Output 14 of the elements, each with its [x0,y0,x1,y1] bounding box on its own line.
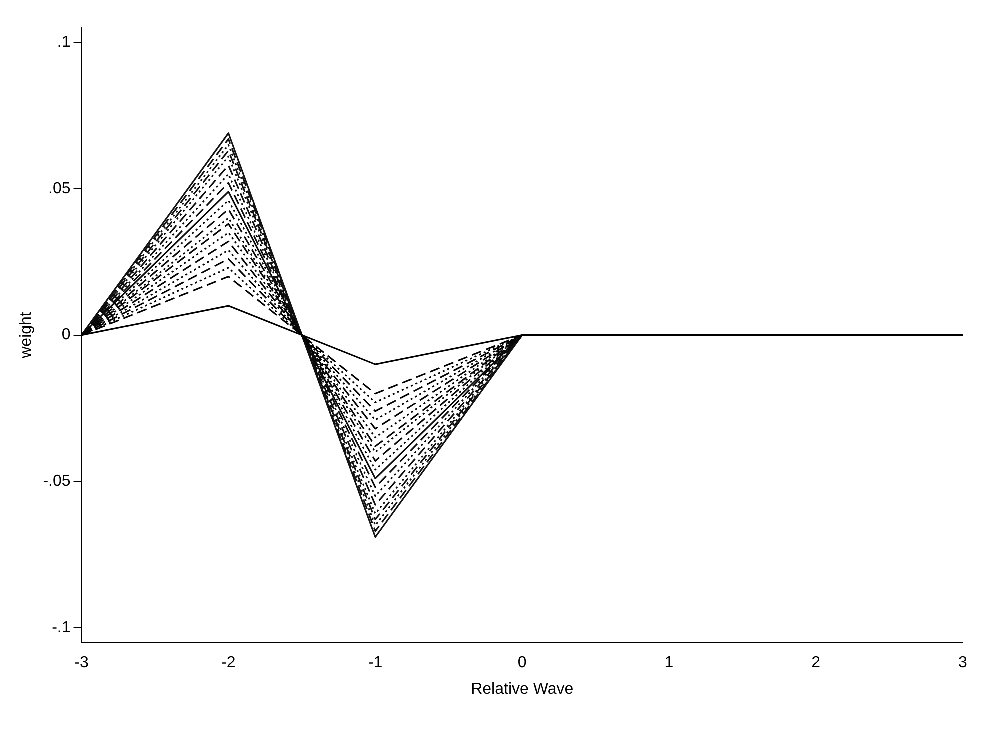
y-tick-label: .05 [48,180,71,198]
y-axis-title: weight [18,312,36,360]
y-tick-label: -.05 [43,473,71,490]
x-tick-label: -2 [222,654,236,672]
x-axis-title: Relative Wave [471,680,574,698]
x-tick-label: 0 [518,654,527,672]
x-tick-label: -3 [74,654,89,672]
y-tick-label: .1 [57,34,71,52]
y-tick-label: -.1 [52,619,71,636]
y-tick-label: 0 [62,326,71,344]
x-tick-label: 3 [958,654,968,672]
x-tick-label: -1 [368,654,383,672]
x-tick-label: 1 [664,654,674,672]
x-tick-label: 2 [812,654,821,672]
